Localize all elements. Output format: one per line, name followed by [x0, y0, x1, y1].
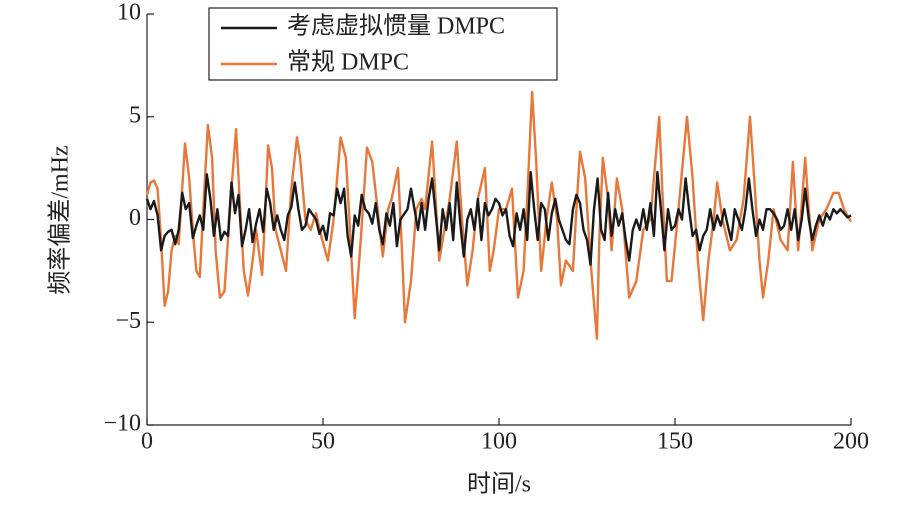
- x-tick-label: 150: [657, 429, 693, 455]
- legend-label: 考虑虚拟惯量 DMPC: [287, 13, 505, 40]
- series-line: [145, 171, 852, 266]
- legend-box: [208, 7, 558, 81]
- y-tick-label: −5: [115, 308, 141, 334]
- x-tick-label: 100: [481, 429, 517, 455]
- y-tick-label: −10: [103, 411, 141, 437]
- x-tick-label: 200: [833, 429, 869, 455]
- x-tick-label: 0: [141, 429, 153, 455]
- y-tick-label: 10: [117, 0, 141, 26]
- legend-label: 常规 DMPC: [287, 49, 409, 76]
- y-tick-label: 0: [129, 205, 141, 231]
- y-axis-label: 频率偏差/mHz: [47, 145, 74, 294]
- y-tick-label: 5: [129, 102, 141, 128]
- x-tick-label: 50: [311, 429, 335, 455]
- x-axis-label: 时间/s: [467, 471, 531, 498]
